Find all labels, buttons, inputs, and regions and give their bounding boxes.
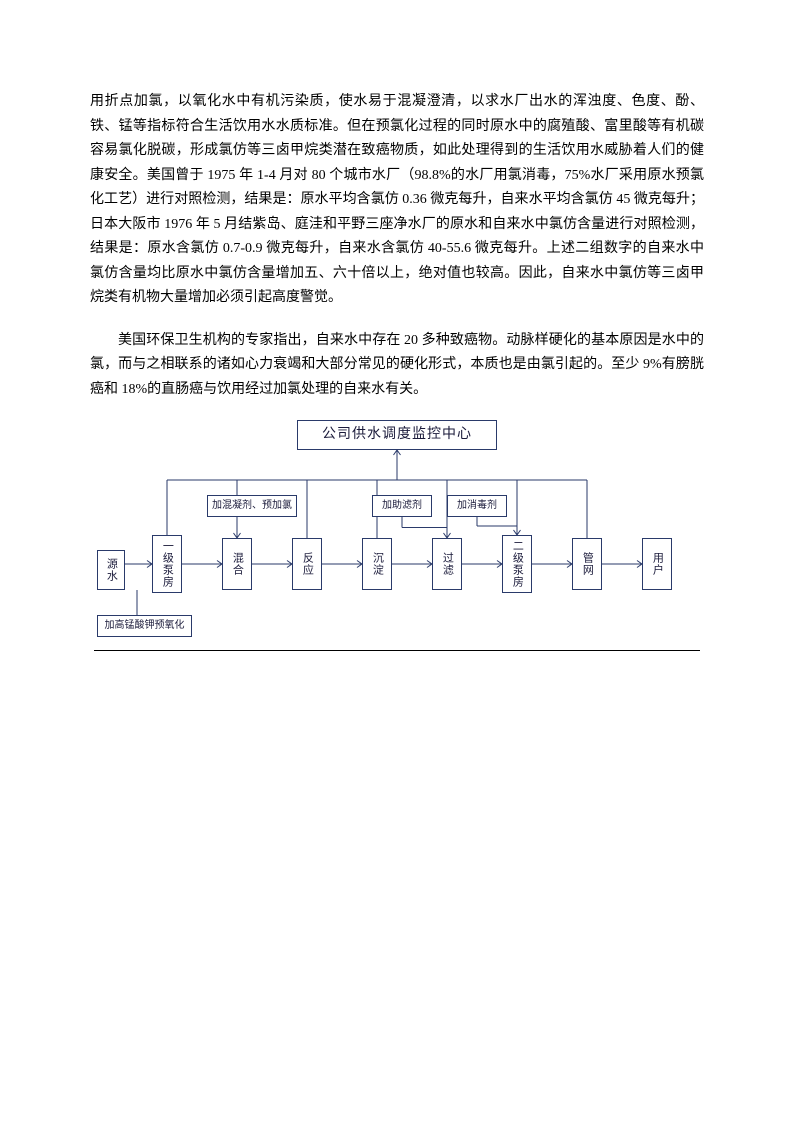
- flow-node-label: 加混凝剂、预加氯: [212, 500, 292, 512]
- flow-node-n1: 一级泵房: [152, 535, 182, 593]
- flow-node-n0: 源水: [97, 550, 125, 590]
- flow-node-label: 沉淀: [371, 552, 384, 576]
- flow-node-label: 公司供水调度监控中心: [322, 427, 472, 443]
- paragraph-2: 美国环保卫生机构的专家指出，自来水中存在 20 多种致癌物。动脉样硬化的基本原因…: [90, 329, 704, 403]
- flowchart: 公司供水调度监控中心加混凝剂、预加氯 加助滤剂 加消毒剂源水 一级泵房 混合 反应 沉淀 过滤…: [97, 420, 697, 640]
- flow-node-label: 一级泵房: [161, 540, 174, 588]
- flow-node-label: 混合: [231, 552, 244, 576]
- flow-node-n2: 混合: [222, 538, 252, 590]
- flow-node-n4: 沉淀: [362, 538, 392, 590]
- divider-line: [94, 650, 700, 651]
- flowchart-connectors: [97, 420, 697, 640]
- flow-node-pre: 加高锰酸钾预氧化: [97, 615, 192, 637]
- flow-node-n5: 过滤: [432, 538, 462, 590]
- flow-node-label: 管网: [581, 552, 594, 576]
- paragraph-1: 用折点加氯，以氧化水中有机污染质，使水易于混凝澄清，以求水厂出水的浑浊度、色度、…: [90, 90, 704, 311]
- flow-node-n8: 用户: [642, 538, 672, 590]
- flow-node-label: 过滤: [441, 552, 454, 576]
- flow-node-label: 用户: [651, 552, 664, 576]
- flow-node-add2: 加助滤剂: [372, 495, 432, 517]
- flow-node-n3: 反应: [292, 538, 322, 590]
- flow-node-label: 源水: [105, 558, 118, 582]
- flow-node-label: 加消毒剂: [457, 500, 497, 512]
- flow-node-add3: 加消毒剂: [447, 495, 507, 517]
- flow-node-label: 加高锰酸钾预氧化: [105, 620, 185, 632]
- flow-node-n7: 管网: [572, 538, 602, 590]
- flow-node-title: 公司供水调度监控中心: [297, 420, 497, 450]
- flow-node-label: 加助滤剂: [382, 500, 422, 512]
- flow-node-add1: 加混凝剂、预加氯: [207, 495, 297, 517]
- flowchart-container: 公司供水调度监控中心加混凝剂、预加氯 加助滤剂 加消毒剂源水 一级泵房 混合 反应 沉淀 过滤…: [90, 420, 704, 651]
- flow-node-label: 反应: [301, 552, 314, 576]
- flow-node-label: 二级泵房: [511, 540, 524, 588]
- flow-node-n6: 二级泵房: [502, 535, 532, 593]
